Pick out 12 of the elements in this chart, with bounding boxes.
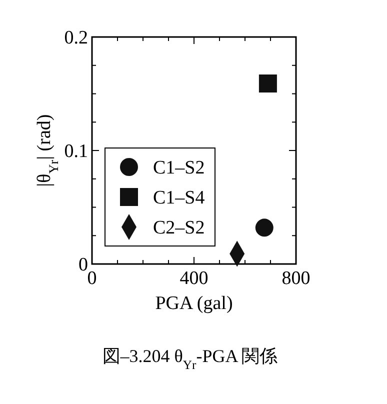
point: [258, 74, 277, 93]
x-tick-label: 400: [180, 268, 208, 289]
point: [255, 218, 274, 237]
y-tick-label: 0.1: [64, 141, 88, 162]
y-tick-label: 0: [78, 254, 88, 276]
legend-label: C2–S2: [153, 218, 205, 239]
x-tick-label: 800: [282, 268, 310, 289]
x-axis-title: PGA (gal): [155, 293, 233, 314]
legend-label: C1–S2: [153, 158, 205, 179]
text: 図–3.204 θ$_{Yr}$-PGA 関係: [102, 346, 278, 372]
legend-label: C1–S4: [153, 188, 206, 209]
y-tick-label: 0.2: [64, 28, 88, 49]
